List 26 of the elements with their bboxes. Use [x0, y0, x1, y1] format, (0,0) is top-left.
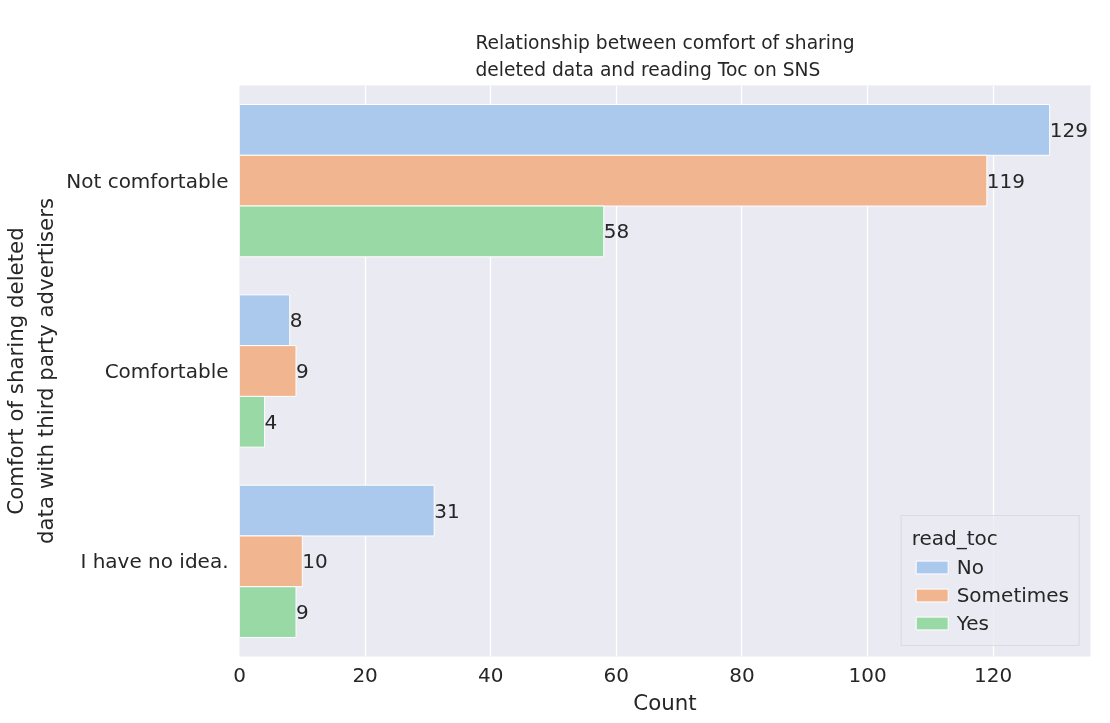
legend-title: read_toc — [911, 526, 999, 550]
legend-label: No — [956, 555, 984, 579]
data-label: 9 — [296, 600, 309, 625]
data-label: 119 — [986, 168, 1026, 193]
data-label: 31 — [434, 498, 460, 523]
x-tick-label: 120 — [974, 662, 1013, 687]
data-label: 9 — [296, 359, 309, 383]
y-tick-label: Comfortable — [104, 359, 229, 383]
x-tick-label: 0 — [233, 662, 246, 687]
x-tick-label: 40 — [477, 662, 504, 687]
legend-label: Yes — [956, 611, 989, 635]
x-tick-label: 60 — [603, 662, 630, 687]
legend-label: Sometimes — [956, 583, 1069, 607]
x-axis-title: Count — [633, 689, 697, 715]
data-label: 4 — [264, 409, 278, 434]
data-label: 129 — [1049, 117, 1088, 142]
x-tick-label: 100 — [848, 662, 887, 687]
y-tick-label: I have no idea. — [80, 549, 229, 574]
data-label: 58 — [603, 219, 630, 244]
y-axis-title: Comfort of sharing deleted data with third party advertisers — [3, 197, 59, 545]
data-label: 8 — [289, 308, 303, 333]
data-label: 10 — [302, 549, 328, 574]
y-tick-label: Not comfortable — [66, 168, 229, 193]
x-tick-label: 80 — [729, 662, 755, 687]
chart-title: Relationship between comfort of sharing deleted data and reading Toc on SNS — [475, 32, 855, 81]
x-tick-label: 20 — [352, 662, 378, 687]
